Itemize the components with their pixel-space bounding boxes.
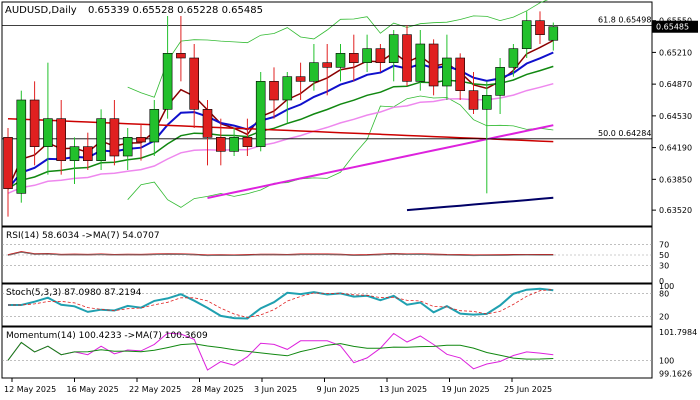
ohlc-label: 0.65339 0.65528 0.65228 0.65485 [88, 5, 263, 16]
candle-body [309, 62, 319, 82]
momentum-panel-frame [1, 326, 653, 379]
symbol-label: AUDUSD,Daily [5, 5, 77, 16]
candle-body [176, 53, 186, 59]
candle-body [415, 43, 426, 82]
rsi-level-label: 0 [659, 277, 664, 286]
candle-body [455, 57, 466, 91]
candle-body [149, 109, 160, 143]
price-tick-label: 0.65210 [659, 48, 692, 57]
ma-20-line [7, 65, 554, 190]
stoch-level-label: 100 [659, 282, 674, 291]
candle-body [255, 81, 266, 147]
candle-body [202, 109, 213, 138]
candle-body [242, 137, 253, 147]
candle-body [16, 99, 27, 194]
candle-body [388, 34, 399, 63]
upper-band-line [127, 0, 549, 98]
date-label: 22 May 2025 [129, 385, 181, 394]
candle-body [56, 118, 67, 161]
fib-level-label: 61.8 0.65498 [598, 16, 651, 25]
price-tick-label: 0.63520 [659, 206, 692, 215]
candle-body [481, 95, 492, 110]
candle-body [521, 20, 532, 49]
candle-body [3, 137, 13, 189]
price-tick-label: 0.64190 [659, 144, 692, 153]
date-label: 13 Jun 2025 [379, 385, 427, 394]
candle-body [96, 118, 106, 161]
lower-band-line [127, 95, 554, 208]
candle-body [69, 146, 80, 161]
stoch-level-label: 20 [659, 312, 669, 321]
ma-long-red-line [7, 117, 554, 143]
momentum-level-label: 101.7984 [659, 328, 697, 337]
stoch-level-label: 80 [659, 290, 669, 299]
momentum-panel: 101.7984 100 99.1626 [2, 328, 697, 378]
date-label: 25 Jun 2025 [504, 385, 552, 394]
candle-body [189, 57, 199, 110]
stoch-panel-frame [1, 283, 653, 327]
candle-body [442, 57, 452, 87]
candle-body [335, 53, 346, 68]
momentum-line [7, 332, 554, 371]
date-label: 3 Jun 2025 [254, 385, 297, 394]
rsi-level-label: 70 [659, 241, 669, 250]
fib-level-label: 50.0 0.64284 [598, 129, 651, 138]
momentum-label: Momentum(14) 100.4233 ->MA(7) 100.3609 [6, 331, 208, 341]
rsi-level-label: 30 [659, 261, 669, 270]
candle-body [348, 53, 359, 63]
date-label: 12 May 2025 [4, 385, 56, 394]
ma-magenta-line [207, 124, 554, 199]
candle-body [495, 67, 505, 96]
ma-30-line [7, 82, 554, 194]
candle-body [402, 34, 412, 82]
price-tick-label: 0.64530 [659, 112, 692, 121]
candle-body [162, 53, 173, 110]
axes: 0.655500.652100.648700.645300.641900.638… [4, 17, 698, 394]
candle-body [428, 43, 439, 87]
ma-navy-line [406, 196, 554, 212]
candle-body [229, 137, 239, 152]
price-tick-label: 0.64870 [659, 80, 692, 89]
stoch-d-line [8, 289, 554, 318]
candle-body [109, 118, 120, 157]
candle-body [468, 90, 479, 110]
candle-body [362, 48, 372, 63]
candle-body [216, 137, 226, 152]
candle-body [83, 146, 93, 161]
main-panel-frame [1, 1, 653, 227]
ma-10-line [7, 51, 554, 190]
momentum-level-label: 99.1626 [659, 369, 692, 378]
date-label: 19 Jun 2025 [442, 385, 490, 394]
candle-body [375, 48, 386, 63]
stoch-k-line [8, 287, 554, 320]
candle-body [136, 137, 146, 143]
candle-body [535, 20, 545, 35]
candle-body [122, 137, 133, 157]
date-label: 28 May 2025 [192, 385, 244, 394]
momentum-ma-line [7, 341, 554, 361]
candle-body [29, 99, 40, 147]
candle-body [508, 48, 519, 68]
stoch-label: Stoch(5,3,3) 87.0980 87.2194 [6, 288, 142, 298]
date-label: 16 May 2025 [67, 385, 119, 394]
main-price-panel: 61.8 0.65498 50.0 0.64284 [2, 0, 652, 217]
rsi-line [7, 251, 554, 257]
date-label: 9 Jun 2025 [317, 385, 360, 394]
candle-body [322, 62, 333, 68]
price-tick-label: 0.63850 [659, 175, 692, 184]
candle-body [43, 118, 53, 147]
candle-body [269, 81, 279, 101]
current-price-badge [652, 20, 698, 33]
momentum-level-label: 100 [659, 356, 674, 365]
candle-body [548, 26, 559, 41]
current-price-label: 0.65485 [656, 23, 689, 32]
rsi-label: RSI(14) 58.6034 ->MA(7) 54.0707 [6, 231, 160, 241]
candle-body [282, 76, 293, 101]
rsi-level-label: 50 [659, 251, 669, 260]
candle-body [295, 76, 306, 82]
